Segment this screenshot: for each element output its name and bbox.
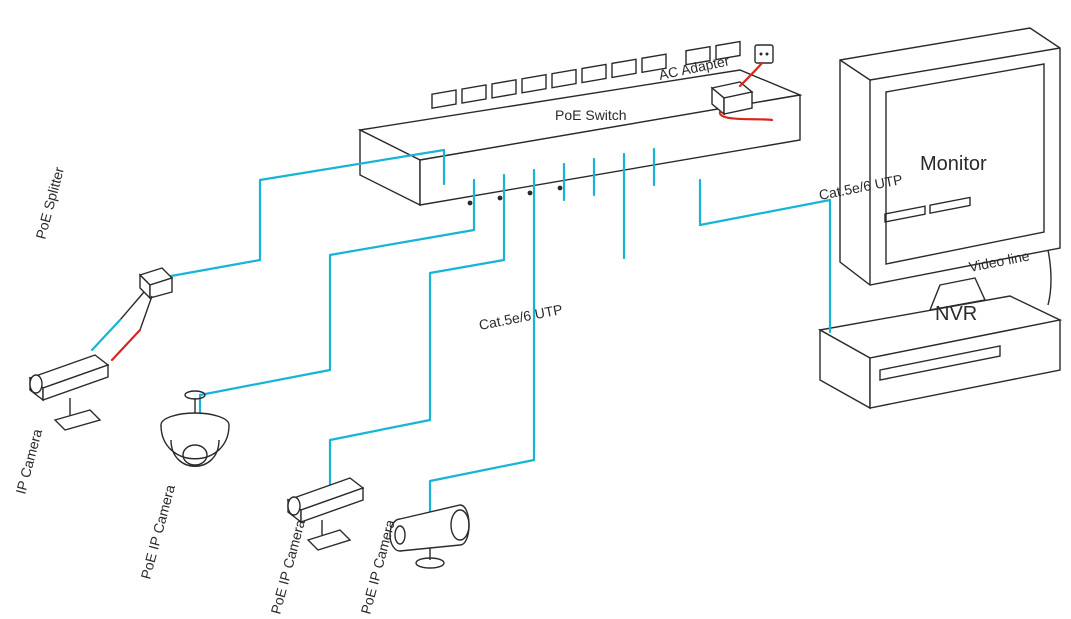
- video-line-cable: [1048, 250, 1051, 305]
- network-diagram: PoE Switch AC Adapter Monitor: [0, 0, 1071, 619]
- cable-port3: [330, 175, 504, 490]
- poe-ip-camera-cylinder: [390, 505, 469, 568]
- cat-utp-left-label: Cat.5e/6 UTP: [478, 301, 564, 333]
- cat-utp-right-label: Cat.5e/6 UTP: [818, 171, 904, 203]
- poe-ip-camera-1-label: PoE IP Camera: [137, 483, 178, 581]
- poe-switch: PoE Switch: [360, 42, 800, 206]
- wall-outlet: [755, 45, 773, 63]
- video-line-label: Video line: [968, 248, 1031, 275]
- cable-switch-nvr: [700, 180, 830, 332]
- poe-splitter-label: PoE Splitter: [32, 165, 67, 241]
- poe-splitter: [92, 268, 172, 360]
- nvr: NVR: [820, 197, 1060, 408]
- ac-adapter: [712, 82, 752, 114]
- poe-ip-camera-3-label: PoE IP Camera: [357, 518, 398, 616]
- poe-switch-label: PoE Switch: [555, 107, 627, 123]
- poe-ip-camera-dome: [161, 391, 229, 466]
- nvr-label: NVR: [935, 303, 977, 325]
- ip-camera-1: [30, 355, 108, 430]
- poe-ip-camera-2-label: PoE IP Camera: [267, 518, 308, 616]
- ip-camera-label: IP Camera: [12, 427, 45, 496]
- monitor-label: Monitor: [920, 153, 987, 175]
- cable-port2: [200, 180, 474, 420]
- cable-port4: [430, 170, 534, 520]
